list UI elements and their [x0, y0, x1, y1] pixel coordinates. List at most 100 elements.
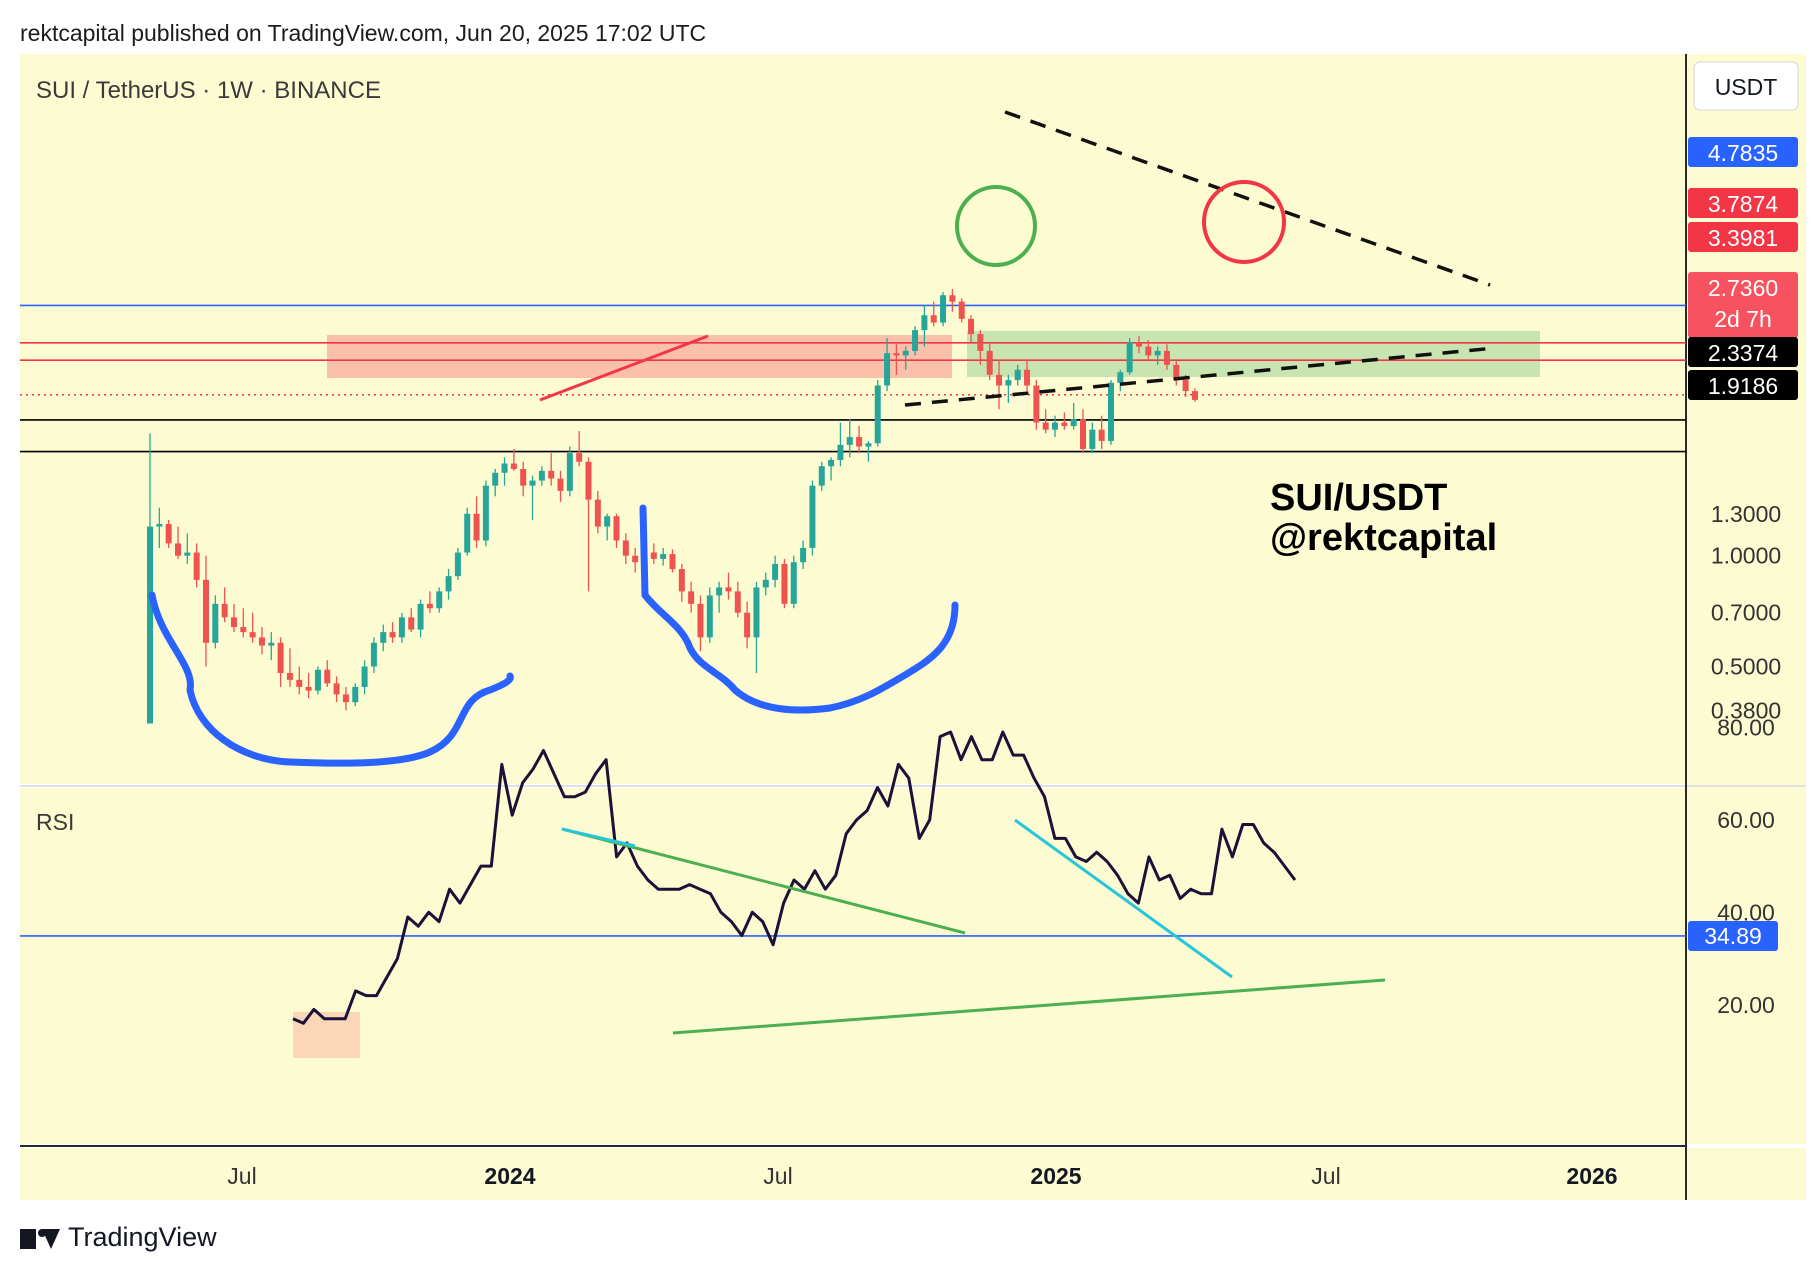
candle-body: [408, 617, 415, 630]
candle-body: [940, 295, 947, 323]
candle-body: [249, 632, 256, 638]
price-tag-value: 2.3374: [1708, 340, 1779, 366]
candle: [520, 461, 527, 497]
rsi-oversold-shade: [293, 1012, 360, 1058]
price-tag-box: [1688, 137, 1798, 167]
price-tag-value: 3.7874: [1708, 191, 1779, 217]
candle-body: [454, 552, 461, 577]
price-tag-box: [1688, 337, 1798, 367]
annotation-pair: SUI/USDT: [1270, 477, 1447, 519]
candle: [538, 466, 545, 486]
candle-body: [632, 555, 639, 563]
candle: [660, 547, 667, 566]
candle: [1098, 415, 1105, 449]
candle-body: [1098, 429, 1105, 441]
candle: [1042, 409, 1049, 434]
candle: [174, 526, 181, 559]
candle: [781, 558, 788, 609]
candle: [361, 660, 368, 695]
candle-body: [660, 554, 667, 559]
candle: [165, 520, 172, 548]
tradingview-logo-icon: [20, 1225, 60, 1251]
candle-body: [165, 523, 172, 544]
candle: [604, 513, 611, 541]
candle-body: [370, 642, 377, 667]
candle-body: [856, 437, 863, 447]
candle: [277, 637, 284, 687]
candle: [790, 555, 797, 609]
candle: [202, 555, 209, 667]
candle-body: [846, 437, 853, 445]
candle: [669, 549, 676, 573]
candle-body: [1182, 380, 1189, 392]
candle-body: [697, 603, 704, 638]
candle-body: [333, 683, 340, 695]
candle: [1154, 346, 1161, 365]
candle: [585, 457, 592, 592]
candle: [1052, 415, 1059, 438]
publish-header: rektcapital published on TradingView.com…: [20, 20, 707, 46]
candle-body: [557, 478, 564, 491]
candle: [856, 426, 863, 454]
rounded-bottom-curve-1: [148, 591, 514, 767]
candle-body: [893, 353, 900, 356]
candle-body: [772, 563, 779, 580]
candle: [1033, 380, 1040, 430]
candle-body: [1052, 422, 1059, 430]
candle-body: [1024, 369, 1031, 386]
candle: [930, 301, 937, 327]
price-tag-box: [1688, 272, 1798, 338]
candle: [725, 572, 732, 600]
candle-body: [156, 523, 163, 527]
candle: [1080, 409, 1086, 454]
red-resistance-line: [539, 334, 709, 402]
candle-body: [1107, 382, 1114, 441]
rsi-pane-background: [20, 788, 1686, 1144]
candle-body: [744, 612, 751, 638]
candle-body: [380, 632, 387, 643]
price-tag-value: 1.9186: [1708, 373, 1778, 399]
candle-body: [1126, 342, 1133, 373]
candle-body: [445, 576, 452, 592]
price-tag-countdown: 2d 7h: [1714, 306, 1772, 332]
candle: [1173, 360, 1180, 386]
candle: [716, 581, 723, 613]
footer-brand[interactable]: TradingView: [20, 1222, 217, 1253]
candle: [678, 563, 685, 602]
currency-button[interactable]: [1693, 61, 1799, 111]
candle: [1163, 344, 1170, 370]
candle-body: [240, 627, 247, 633]
candle: [837, 422, 844, 467]
candle: [697, 595, 704, 652]
time-tick-label: 2025: [1030, 1163, 1081, 1189]
candle: [949, 289, 956, 312]
price-tag: 2.3374: [1688, 337, 1798, 367]
price-tick-label: 0.5000: [1711, 654, 1781, 680]
symbol-label: SUI / TetherUS · 1W · BINANCE: [36, 77, 381, 104]
brand-text: TradingView: [68, 1222, 217, 1252]
red-circle: [1202, 180, 1286, 264]
candle-body: [734, 591, 741, 613]
candle-body: [436, 591, 443, 609]
candle-body: [968, 318, 975, 335]
rsi-cyan-trendline-2: [1014, 818, 1233, 979]
candle: [380, 624, 387, 652]
candle-body: [996, 374, 1003, 386]
rsi-cyan-trendline-1: [561, 827, 636, 848]
candle-body: [688, 591, 695, 604]
annotation-author: @rektcapital: [1270, 517, 1497, 559]
candle: [454, 547, 461, 580]
price-tick-label: 0.3800: [1711, 697, 1781, 723]
candle-body: [286, 673, 293, 680]
candle: [706, 587, 713, 643]
candle-body: [193, 552, 200, 580]
candle: [828, 457, 835, 481]
ascending-trendline: [904, 346, 1496, 407]
candle-body: [1173, 364, 1180, 381]
candle: [482, 480, 489, 547]
candle: [884, 338, 891, 392]
candle-body: [1191, 391, 1198, 400]
candle: [249, 612, 256, 643]
candle-body: [361, 666, 368, 687]
